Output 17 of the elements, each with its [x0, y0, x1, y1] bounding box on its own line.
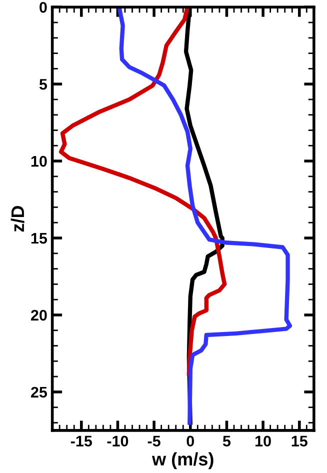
x-tick-label: 0: [186, 436, 194, 447]
x-tick-label: -15: [70, 436, 92, 447]
x-tick-label: 10: [256, 436, 271, 447]
y-tick-label: 15: [31, 233, 48, 244]
x-axis-title: w (m/s): [152, 452, 214, 470]
x-tick-label: 5: [222, 436, 231, 447]
y-tick-label: 5: [39, 79, 48, 90]
y-axis-title: z/D: [10, 206, 24, 232]
line-series: [58, 7, 227, 376]
x-tick-label: -10: [107, 436, 128, 447]
y-tick-label: 25: [30, 386, 48, 398]
y-tick-label: 20: [30, 310, 47, 321]
y-tick-label: 10: [31, 156, 47, 167]
y-tick-label: 0: [40, 2, 47, 13]
x-tick-label: -5: [148, 436, 160, 447]
line-series: [117, 7, 292, 425]
x-tick-label: 15: [292, 436, 308, 447]
